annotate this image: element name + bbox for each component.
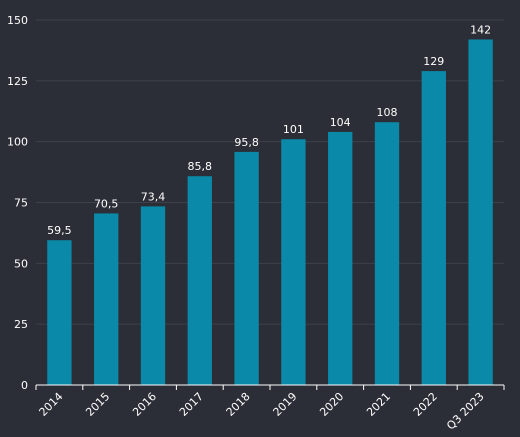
data-label: 70,5 [94, 197, 119, 210]
data-label: 95,8 [234, 136, 259, 149]
x-tick-label: 2016 [130, 390, 159, 419]
x-tick-label: 2014 [37, 390, 66, 419]
bar [374, 122, 400, 385]
data-labels: 59,5 70,5 73,4 85,8 95,8 101 104 108 129 142 [47, 23, 491, 237]
bar [468, 39, 493, 385]
bar [187, 176, 212, 385]
y-tick-label: 75 [14, 197, 28, 210]
data-label: 101 [283, 123, 304, 136]
x-axis-ticks: 2014 2015 2016 2017 2018 2019 2020 2021 2022 Q3 2… [35, 385, 505, 433]
bar [234, 151, 259, 385]
x-tick-label: 2018 [224, 390, 253, 419]
data-label: 73,4 [141, 190, 166, 203]
x-tick-label: 2021 [364, 390, 393, 419]
y-tick-label: 100 [7, 136, 28, 149]
bar [94, 213, 119, 385]
x-tick-label: Q3 2023 [444, 390, 487, 433]
bar [47, 240, 72, 385]
y-tick-label: 25 [14, 318, 28, 331]
data-label: 129 [423, 55, 444, 68]
bar [328, 131, 353, 385]
x-tick-label: 2019 [271, 390, 300, 419]
bars [47, 39, 493, 385]
data-label: 85,8 [188, 160, 213, 173]
x-tick-label: 2015 [83, 390, 112, 419]
x-tick-label: 2017 [177, 390, 206, 419]
data-label: 104 [330, 116, 351, 129]
y-tick-label: 50 [14, 257, 28, 270]
y-tick-label: 150 [7, 14, 28, 27]
bar [421, 71, 446, 385]
bar [281, 139, 306, 385]
x-tick-label: 2020 [317, 390, 346, 419]
y-tick-label: 125 [7, 75, 28, 88]
y-axis-ticks: 0 25 50 75 100 125 150 [7, 14, 28, 392]
data-label: 59,5 [47, 224, 72, 237]
data-label: 108 [377, 106, 398, 119]
x-tick-label: 2022 [411, 390, 440, 419]
data-label: 142 [470, 23, 491, 36]
bar [140, 206, 166, 385]
y-tick-label: 0 [21, 379, 28, 392]
